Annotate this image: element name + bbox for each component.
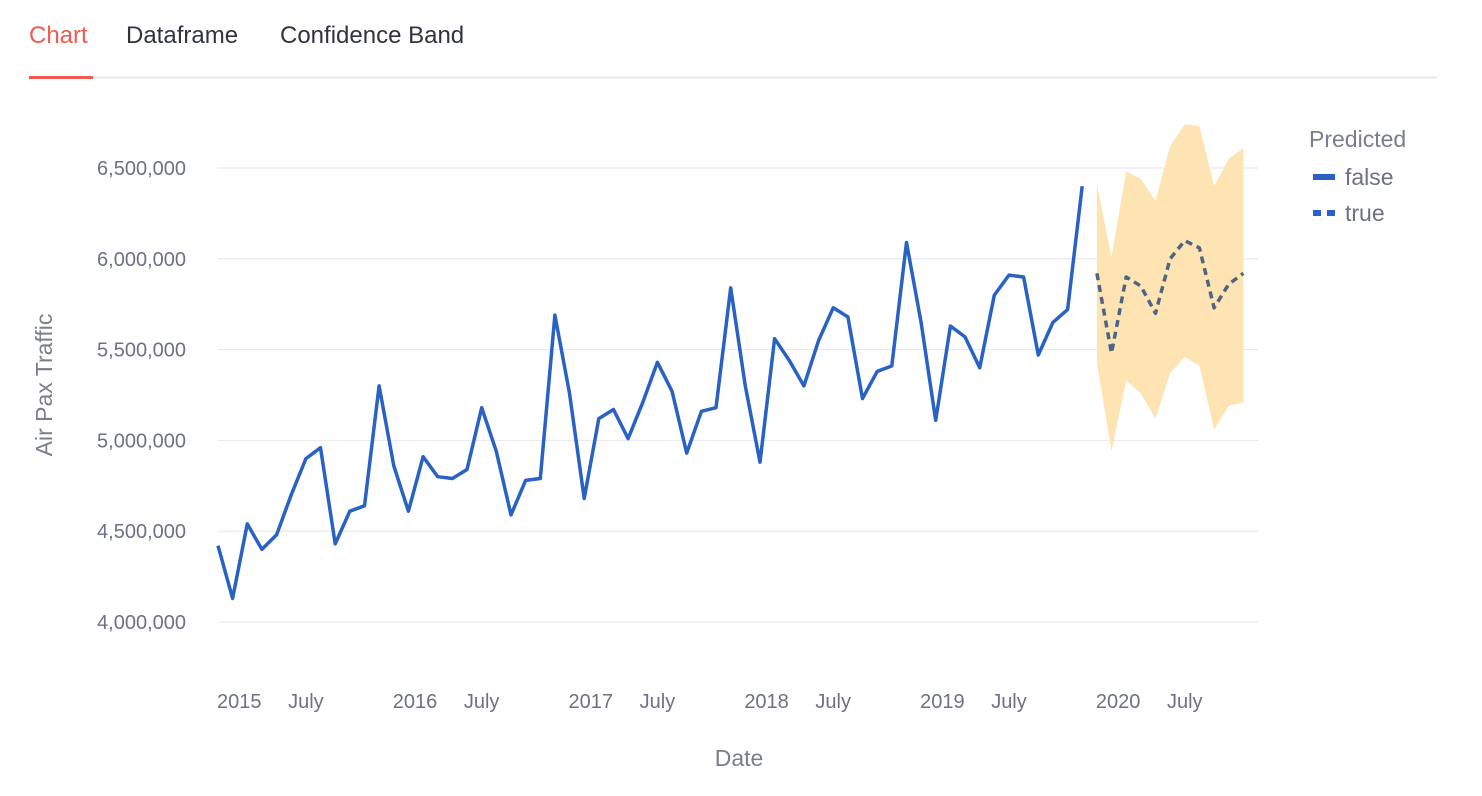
tab-bar: Chart Dataframe Confidence Band <box>29 0 1437 80</box>
y-tick-label: 4,000,000 <box>97 612 186 634</box>
tab-confidence-band[interactable]: Confidence Band <box>280 22 465 49</box>
confidence-band-layer <box>1096 124 1244 452</box>
legend-swatch-true-2 <box>1327 210 1335 216</box>
x-tick-label: July <box>640 691 676 713</box>
x-tick-label: 2017 <box>569 691 614 713</box>
confidence-band <box>1096 124 1244 452</box>
y-tick-label: 6,500,000 <box>97 158 186 180</box>
x-tick-label: July <box>991 691 1027 713</box>
y-axis: 4,000,000 4,500,000 5,000,000 5,500,000 6,00… <box>97 158 186 634</box>
tab-bar-divider <box>29 76 1437 79</box>
legend-label-true: true <box>1345 200 1385 226</box>
series-line-false <box>216 185 1084 601</box>
tab-chart[interactable]: Chart <box>29 22 88 49</box>
series-lines <box>216 185 1245 601</box>
y-tick-label: 4,500,000 <box>97 521 186 543</box>
legend[interactable]: Predicted false true <box>1309 126 1406 226</box>
y-axis-title: Air Pax Traffic <box>31 314 57 457</box>
x-tick-label: July <box>815 691 851 713</box>
legend-label-false: false <box>1345 164 1394 190</box>
x-tick-label: July <box>464 691 500 713</box>
legend-swatch-true-1 <box>1313 210 1321 216</box>
x-axis: 2015 July 2016 July 2017 July 2018 July 2019 July… <box>217 691 1203 713</box>
x-tick-label: 2020 <box>1096 691 1141 713</box>
x-tick-label: 2015 <box>217 691 262 713</box>
active-tab-indicator <box>29 76 93 79</box>
y-tick-label: 5,000,000 <box>97 430 186 452</box>
x-tick-label: 2019 <box>920 691 965 713</box>
x-tick-label: 2016 <box>393 691 438 713</box>
y-tick-label: 5,500,000 <box>97 340 186 362</box>
series-points <box>218 186 1243 598</box>
x-tick-label: July <box>288 691 324 713</box>
x-tick-label: 2018 <box>744 691 789 713</box>
x-tick-label: July <box>1167 691 1203 713</box>
y-tick-label: 6,000,000 <box>97 249 186 271</box>
legend-swatch-false <box>1313 174 1335 180</box>
x-axis-title: Date <box>715 745 764 771</box>
series-line-true <box>1095 238 1245 355</box>
gridlines <box>218 167 1258 623</box>
tab-dataframe[interactable]: Dataframe <box>126 22 239 49</box>
legend-title: Predicted <box>1309 126 1406 152</box>
